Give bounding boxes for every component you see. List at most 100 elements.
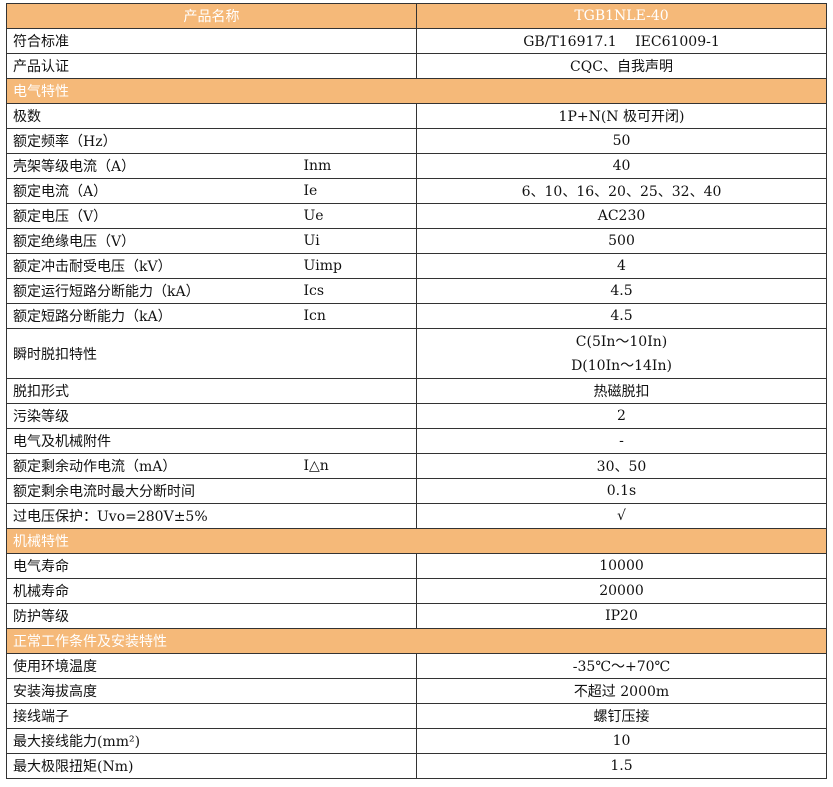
spec-symbol	[297, 103, 417, 129]
spec-label: 接线端子	[6, 703, 298, 729]
spec-symbol: Inm	[297, 153, 417, 179]
spec-symbol	[297, 128, 417, 154]
spec-symbol	[297, 378, 417, 404]
section-row: 电气特性	[6, 78, 827, 104]
spec-label: 污染等级	[6, 403, 298, 429]
spec-symbol: I△n	[297, 453, 417, 479]
spec-label: 额定电流（A）	[6, 178, 298, 204]
spec-value: 50	[416, 128, 827, 154]
spec-label: 过电压保护：Uvo=280V±5%	[6, 503, 298, 529]
spec-label: 最大极限扭矩(Nm)	[6, 753, 298, 779]
table-row: 脱扣形式 热磁脱扣	[6, 378, 827, 404]
spec-value: AC230	[416, 203, 827, 229]
table-row: 额定电压（V） Ue AC230	[6, 203, 827, 229]
spec-value: 10	[416, 728, 827, 754]
product-model: TGB1NLE-40	[416, 3, 827, 29]
spec-value: -	[416, 428, 827, 454]
spec-value-line: D(10In～14In)	[571, 357, 672, 374]
spec-value: 40	[416, 153, 827, 179]
spec-symbol: Ie	[297, 178, 417, 204]
table-row: 最大接线能力(mm²) 10	[6, 728, 827, 754]
spec-symbol: Ui	[297, 228, 417, 254]
spec-value: GB/T16917.1 IEC61009-1	[416, 28, 827, 54]
spec-value: 不超过 2000m	[416, 678, 827, 704]
section-title: 电气特性	[6, 78, 827, 104]
spec-table: 产品名称 TGB1NLE-40 符合标准 GB/T16917.1 IEC61009…	[6, 3, 827, 779]
table-row: 极数 1P+N(N 极可开闭)	[6, 103, 827, 129]
table-row: 使用环境温度 -35℃～+70℃	[6, 653, 827, 679]
table-row: 额定绝缘电压（V） Ui 500	[6, 228, 827, 254]
spec-label: 额定剩余动作电流（mA）	[6, 453, 298, 479]
spec-symbol	[297, 478, 417, 504]
spec-value: √	[416, 503, 827, 529]
spec-symbol: Ue	[297, 203, 417, 229]
table-row: 防护等级 IP20	[6, 603, 827, 629]
table-row: 接线端子 螺钉压接	[6, 703, 827, 729]
table-row: 额定冲击耐受电压（kV） Uimp 4	[6, 253, 827, 279]
spec-value: -35℃～+70℃	[416, 653, 827, 679]
table-row: 过电压保护：Uvo=280V±5% √	[6, 503, 827, 529]
spec-symbol: Icn	[297, 303, 417, 329]
table-row: 电气寿命 10000	[6, 553, 827, 579]
spec-value: 4	[416, 253, 827, 279]
spec-label: 壳架等级电流（A）	[6, 153, 298, 179]
spec-label: 额定短路分断能力（kA）	[6, 303, 298, 329]
section-title: 机械特性	[6, 528, 827, 554]
spec-label: 使用环境温度	[6, 653, 298, 679]
spec-symbol	[297, 653, 417, 679]
spec-value: 螺钉压接	[416, 703, 827, 729]
spec-symbol	[297, 753, 417, 779]
product-name-label: 产品名称	[6, 3, 417, 29]
spec-label: 额定运行短路分断能力（kA）	[6, 278, 298, 304]
spec-value: 0.1s	[416, 478, 827, 504]
spec-label: 脱扣形式	[6, 378, 298, 404]
spec-value: 500	[416, 228, 827, 254]
spec-label: 极数	[6, 103, 298, 129]
section-title: 正常工作条件及安装特性	[6, 628, 827, 654]
section-row: 正常工作条件及安装特性	[6, 628, 827, 654]
spec-symbol	[297, 678, 417, 704]
spec-value: 2	[416, 403, 827, 429]
spec-symbol	[297, 603, 417, 629]
spec-value: 6、10、16、20、25、32、40	[416, 178, 827, 204]
spec-label: 防护等级	[6, 603, 298, 629]
table-row: 污染等级 2	[6, 403, 827, 429]
spec-value: 1P+N(N 极可开闭)	[416, 103, 827, 129]
spec-symbol: Uimp	[297, 253, 417, 279]
table-row: 额定短路分断能力（kA） Icn 4.5	[6, 303, 827, 329]
spec-label: 产品认证	[6, 53, 298, 79]
spec-label: 额定电压（V）	[6, 203, 298, 229]
table-row: 最大极限扭矩(Nm) 1.5	[6, 753, 827, 779]
table-row: 电气及机械附件 -	[6, 428, 827, 454]
spec-label: 电气及机械附件	[6, 428, 298, 454]
spec-value: 10000	[416, 553, 827, 579]
table-row: 机械寿命 20000	[6, 578, 827, 604]
table-row: 产品认证 CQC、自我声明	[6, 53, 827, 79]
table-row: 瞬时脱扣特性 C(5In～10In) D(10In～14In)	[6, 328, 827, 379]
spec-symbol	[297, 578, 417, 604]
spec-label: 额定绝缘电压（V）	[6, 228, 298, 254]
table-row: 额定剩余电流时最大分断时间 0.1s	[6, 478, 827, 504]
table-row: 符合标准 GB/T16917.1 IEC61009-1	[6, 28, 827, 54]
spec-symbol	[297, 403, 417, 429]
table-row: 壳架等级电流（A） Inm 40	[6, 153, 827, 179]
spec-symbol	[297, 728, 417, 754]
spec-label: 额定剩余电流时最大分断时间	[6, 478, 298, 504]
spec-value: 4.5	[416, 303, 827, 329]
spec-value: 20000	[416, 578, 827, 604]
spec-symbol: Ics	[297, 278, 417, 304]
spec-label: 额定频率（Hz）	[6, 128, 298, 154]
spec-symbol	[297, 553, 417, 579]
table-row: 额定电流（A） Ie 6、10、16、20、25、32、40	[6, 178, 827, 204]
spec-value: C(5In～10In) D(10In～14In)	[416, 328, 827, 379]
spec-label: 安装海拔高度	[6, 678, 298, 704]
table-row: 安装海拔高度 不超过 2000m	[6, 678, 827, 704]
spec-value: CQC、自我声明	[416, 53, 827, 79]
spec-symbol	[297, 328, 417, 379]
spec-label: 电气寿命	[6, 553, 298, 579]
header-row: 产品名称 TGB1NLE-40	[6, 3, 827, 29]
spec-label: 机械寿命	[6, 578, 298, 604]
spec-label: 瞬时脱扣特性	[6, 328, 298, 379]
spec-value-line: C(5In～10In)	[575, 333, 668, 350]
spec-value: 热磁脱扣	[416, 378, 827, 404]
